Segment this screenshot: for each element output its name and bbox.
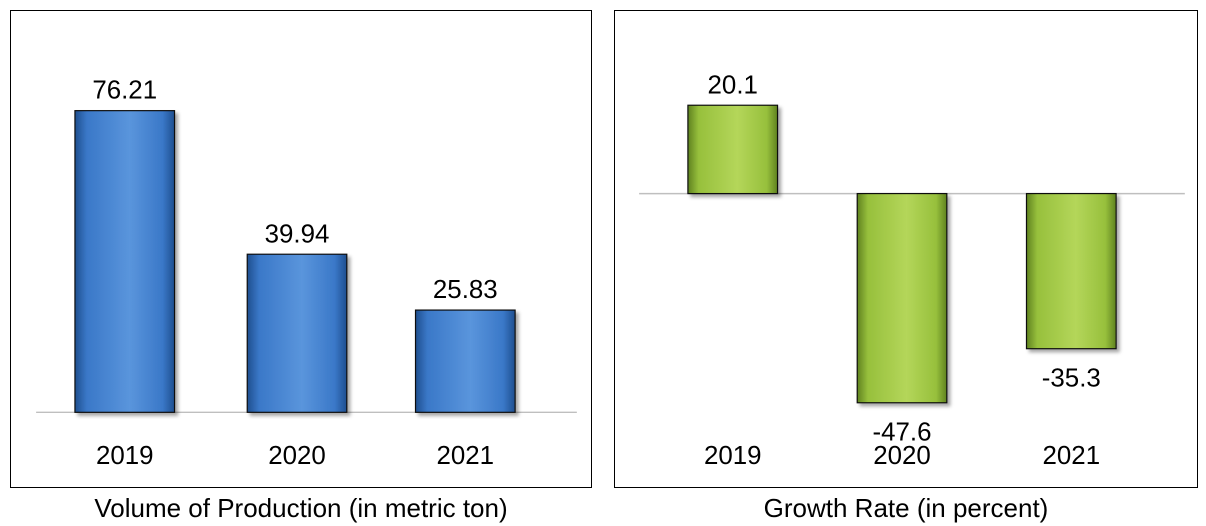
growth-category-label-2020: 2020	[873, 442, 931, 470]
growth-chart-caption: Growth Rate (in percent)	[763, 493, 1049, 523]
volume-category-label-2019: 2019	[96, 442, 154, 470]
volume-value-label-2021: 25.83	[433, 276, 498, 304]
volume-chart-caption: Volume of Production (in metric ton)	[94, 493, 508, 523]
volume-value-label-2019: 76.21	[92, 77, 157, 105]
growth-chart-panel: 20.1 2019 -47.6 2020 -35.3 2021	[614, 10, 1198, 488]
growth-category-label-2019: 2019	[704, 442, 762, 470]
growth-value-label-2019: 20.1	[708, 71, 758, 99]
growth-value-label-2020: -47.6	[873, 419, 932, 447]
volume-chart-panel: 76.21 2019 39.94 2020 25.83 2021	[10, 10, 592, 488]
growth-bar-2020	[856, 192, 948, 404]
volume-value-label-2020: 39.94	[265, 220, 330, 248]
volume-bar-2019	[74, 110, 176, 413]
growth-bar-2021	[1025, 192, 1117, 350]
volume-category-label-2021: 2021	[437, 442, 495, 470]
growth-value-label-2021: -35.3	[1042, 365, 1101, 393]
growth-category-label-2021: 2021	[1043, 442, 1101, 470]
volume-chart: 76.21 2019 39.94 2020 25.83 2021	[36, 77, 577, 470]
volume-category-label-2020: 2020	[268, 442, 326, 470]
growth-bar-2019	[687, 104, 779, 195]
volume-bar-2021	[414, 309, 516, 413]
volume-bar-2020	[246, 253, 348, 413]
